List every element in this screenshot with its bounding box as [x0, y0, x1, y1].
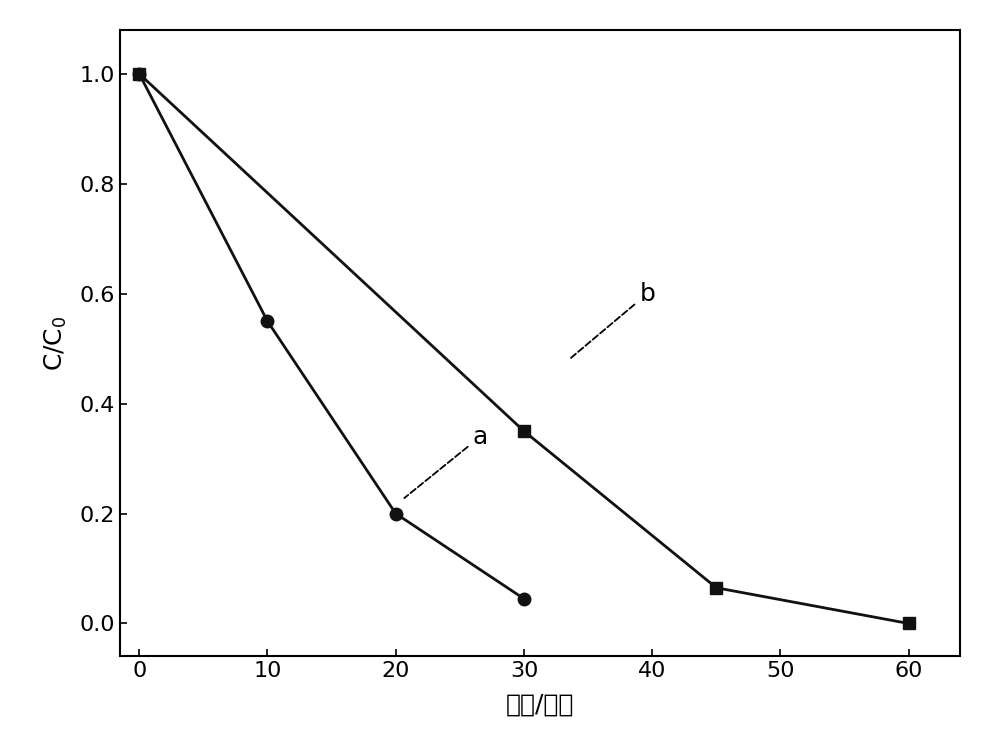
- X-axis label: 时间/分钟: 时间/分钟: [506, 692, 574, 716]
- Text: b: b: [571, 282, 655, 358]
- Y-axis label: C/C$_0$: C/C$_0$: [42, 316, 69, 371]
- Text: a: a: [404, 424, 488, 498]
